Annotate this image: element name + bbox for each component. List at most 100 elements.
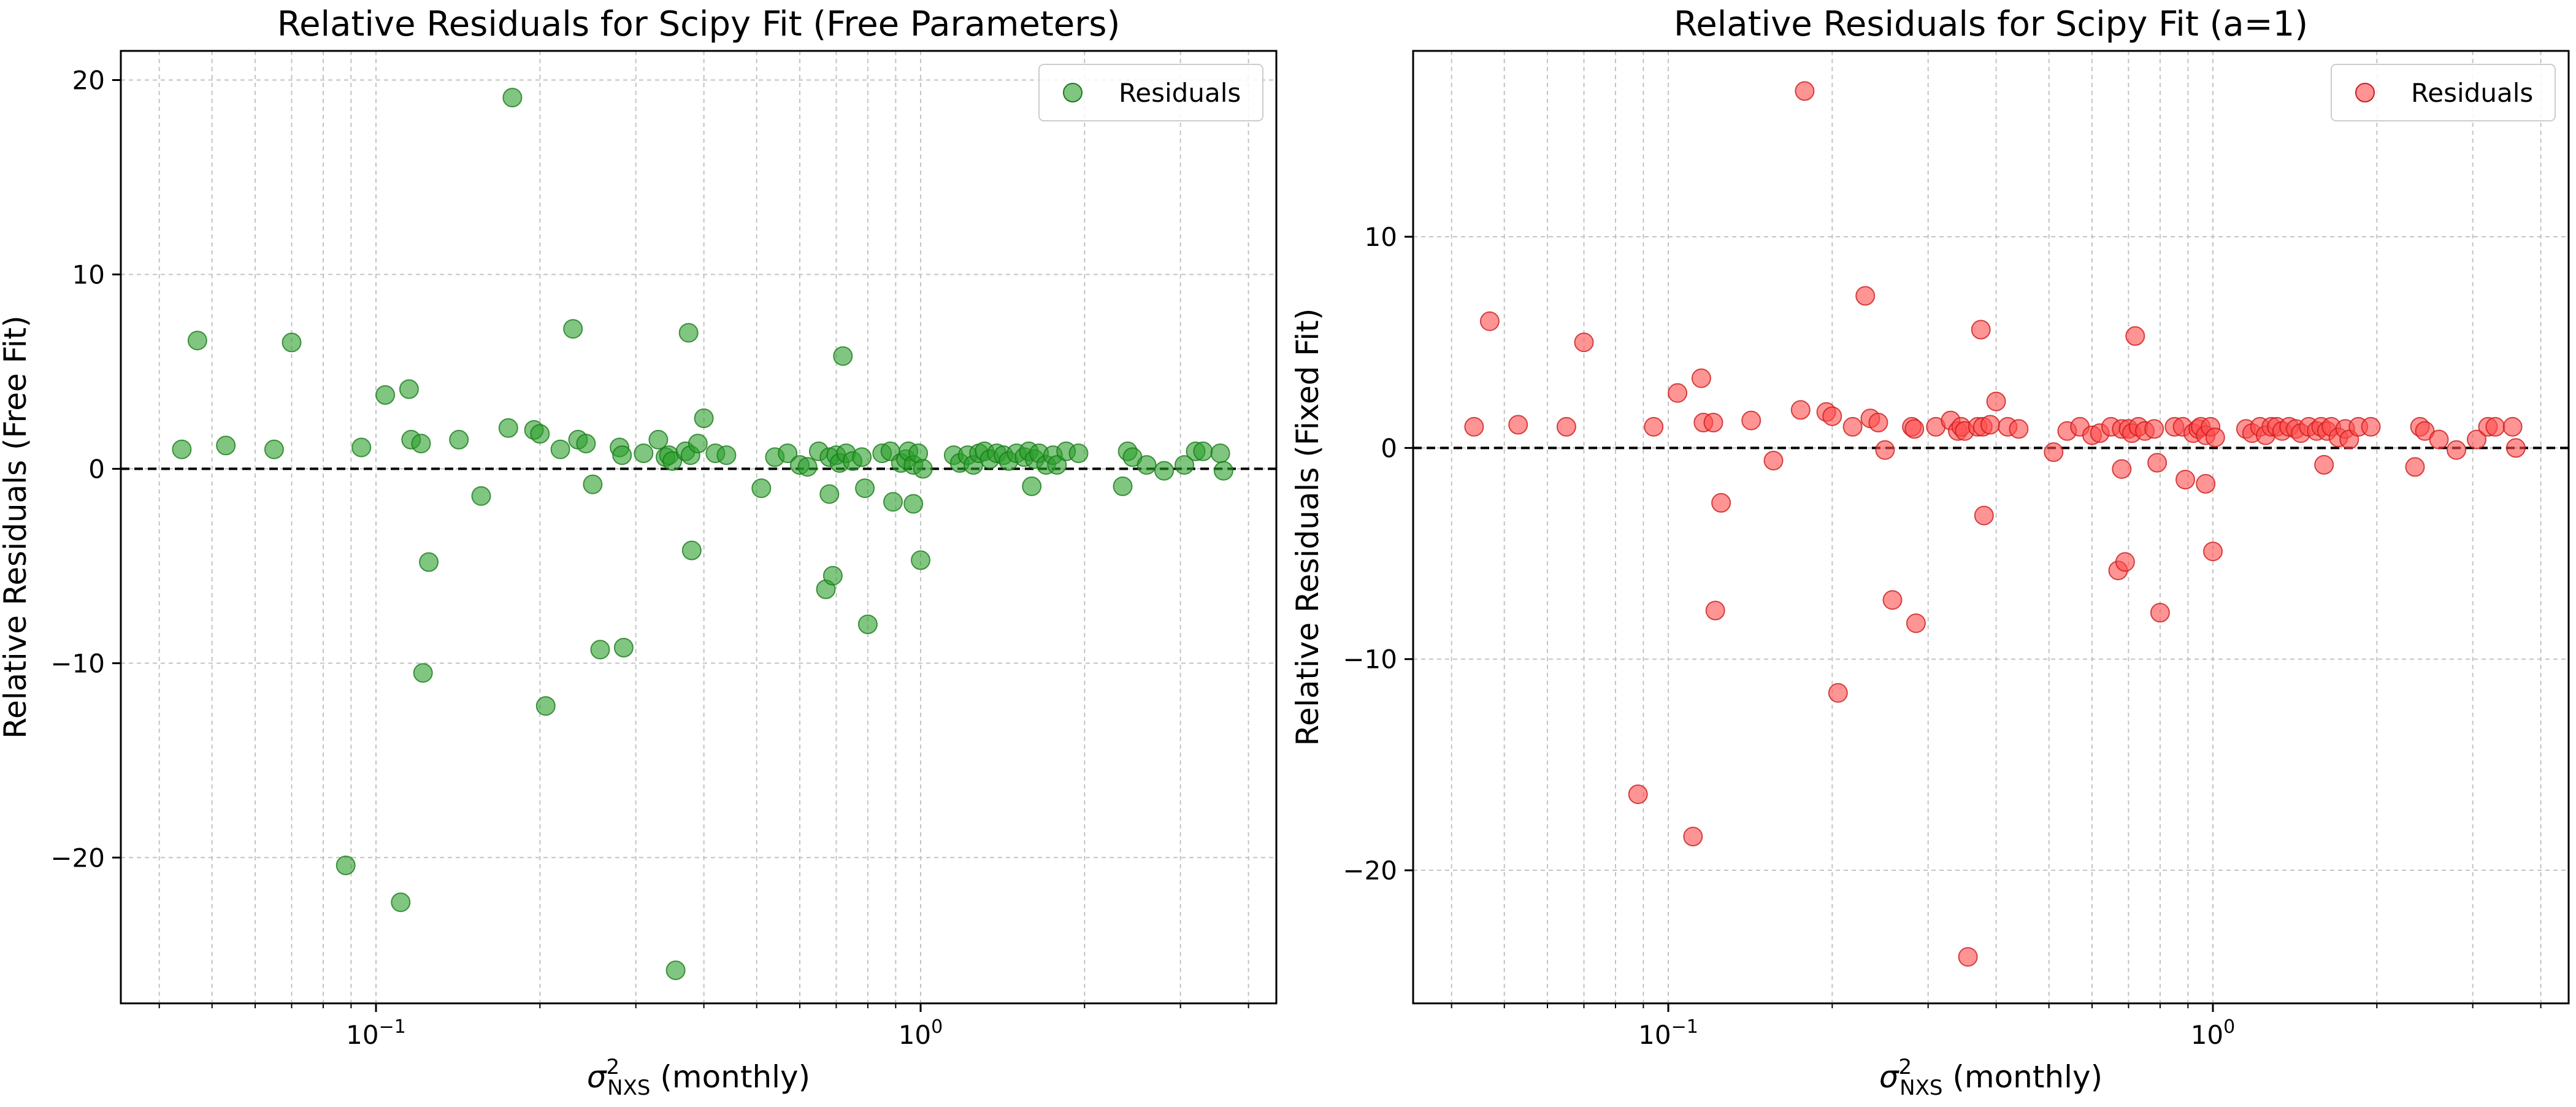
data-point bbox=[662, 451, 683, 471]
data-point bbox=[613, 638, 634, 657]
data-point bbox=[1868, 413, 1888, 432]
data-point bbox=[883, 492, 903, 512]
data-point bbox=[1971, 320, 1991, 340]
data-point bbox=[2205, 427, 2225, 448]
data-point bbox=[1711, 492, 1731, 513]
data-point bbox=[665, 960, 686, 981]
data-point bbox=[2125, 326, 2145, 346]
data-point bbox=[855, 478, 875, 499]
data-point bbox=[2044, 442, 2064, 462]
data-point bbox=[413, 663, 433, 683]
scatter-points bbox=[172, 88, 1233, 981]
data-point bbox=[187, 331, 207, 351]
chart-title: Relative Residuals for Scipy Fit (Free P… bbox=[277, 4, 1121, 44]
data-point bbox=[2405, 457, 2425, 477]
grid bbox=[1413, 51, 2569, 1003]
data-point bbox=[857, 615, 878, 634]
data-point bbox=[1705, 600, 1725, 621]
chart-fixed-a1: 10−1 100 −20 −10 0 10 Relative Residuals for S… bbox=[1290, 4, 2570, 1100]
data-point bbox=[852, 447, 872, 467]
data-point bbox=[535, 696, 556, 716]
data-point bbox=[1047, 455, 1067, 475]
y-tick-label: 0 bbox=[88, 454, 105, 484]
legend-marker bbox=[2355, 83, 2375, 102]
data-point bbox=[1906, 613, 1926, 634]
data-point bbox=[2112, 459, 2132, 479]
data-point bbox=[1904, 419, 1925, 439]
data-point bbox=[2147, 453, 2168, 473]
data-point bbox=[1741, 410, 1761, 431]
data-point bbox=[1691, 368, 1711, 388]
y-tick-label: 20 bbox=[72, 66, 105, 96]
data-point bbox=[2203, 542, 2223, 562]
data-point bbox=[1644, 416, 1664, 437]
data-point bbox=[2485, 416, 2505, 437]
data-point bbox=[399, 379, 419, 399]
y-axis-label: Relative Residuals (Fixed Fit) bbox=[1290, 308, 1325, 746]
legend: Residuals bbox=[2331, 64, 2556, 121]
data-point bbox=[1790, 400, 1811, 420]
data-point bbox=[530, 424, 550, 444]
data-point bbox=[648, 429, 669, 450]
y-tick-label: −20 bbox=[50, 843, 105, 873]
data-point bbox=[634, 443, 654, 464]
legend-box bbox=[2331, 64, 2556, 121]
data-point bbox=[1882, 590, 1903, 610]
y-tick-label: 10 bbox=[72, 259, 105, 289]
chart-title: Relative Residuals for Scipy Fit (a=1) bbox=[1674, 4, 2308, 44]
y-tick-label: −10 bbox=[50, 648, 105, 678]
data-point bbox=[1022, 476, 1042, 496]
data-point bbox=[913, 459, 933, 479]
data-point bbox=[681, 540, 702, 561]
data-point bbox=[1479, 311, 1500, 331]
data-point bbox=[751, 478, 772, 499]
data-point bbox=[2505, 438, 2526, 458]
data-point bbox=[375, 385, 396, 405]
data-point bbox=[2314, 454, 2334, 475]
legend-marker bbox=[1063, 83, 1083, 102]
data-point bbox=[1175, 455, 1194, 475]
grid bbox=[121, 51, 1276, 1003]
data-point bbox=[471, 486, 491, 506]
y-tick-label: 10 bbox=[1365, 222, 1397, 252]
legend: Residuals bbox=[1038, 64, 1263, 121]
data-point bbox=[2009, 419, 2029, 439]
data-point bbox=[911, 550, 930, 570]
data-point bbox=[678, 323, 699, 343]
scatter-points bbox=[1464, 81, 2526, 967]
data-point bbox=[1795, 81, 1815, 101]
data-point bbox=[1508, 415, 1528, 435]
data-point bbox=[778, 443, 798, 464]
data-point bbox=[1986, 391, 2006, 412]
data-point bbox=[282, 332, 302, 353]
data-point bbox=[694, 408, 714, 428]
data-point bbox=[2447, 440, 2466, 460]
data-point bbox=[502, 88, 523, 108]
data-point bbox=[1068, 443, 1089, 464]
data-point bbox=[550, 439, 570, 459]
data-point bbox=[2502, 416, 2523, 437]
data-point bbox=[449, 429, 469, 450]
data-point bbox=[612, 445, 632, 465]
data-point bbox=[819, 484, 840, 504]
data-point bbox=[1213, 461, 1233, 481]
data-point bbox=[2150, 603, 2170, 622]
data-point bbox=[1193, 441, 1213, 461]
data-point bbox=[1974, 505, 1994, 526]
legend-label: Residuals bbox=[1119, 78, 1241, 108]
data-point bbox=[2361, 416, 2381, 437]
data-point bbox=[2175, 470, 2195, 489]
data-point bbox=[1842, 416, 1863, 437]
x-axis-label: σ2 NXS (monthly) bbox=[587, 1055, 810, 1100]
x-axis-label: σ2 NXS (monthly) bbox=[1879, 1055, 2103, 1100]
data-point bbox=[1668, 383, 1688, 403]
data-point bbox=[583, 474, 603, 494]
data-point bbox=[1464, 416, 1484, 437]
data-point bbox=[1855, 286, 1876, 306]
data-point bbox=[1628, 784, 1648, 805]
data-point bbox=[2115, 552, 2135, 572]
data-point bbox=[264, 439, 284, 459]
data-point bbox=[1556, 416, 1576, 437]
